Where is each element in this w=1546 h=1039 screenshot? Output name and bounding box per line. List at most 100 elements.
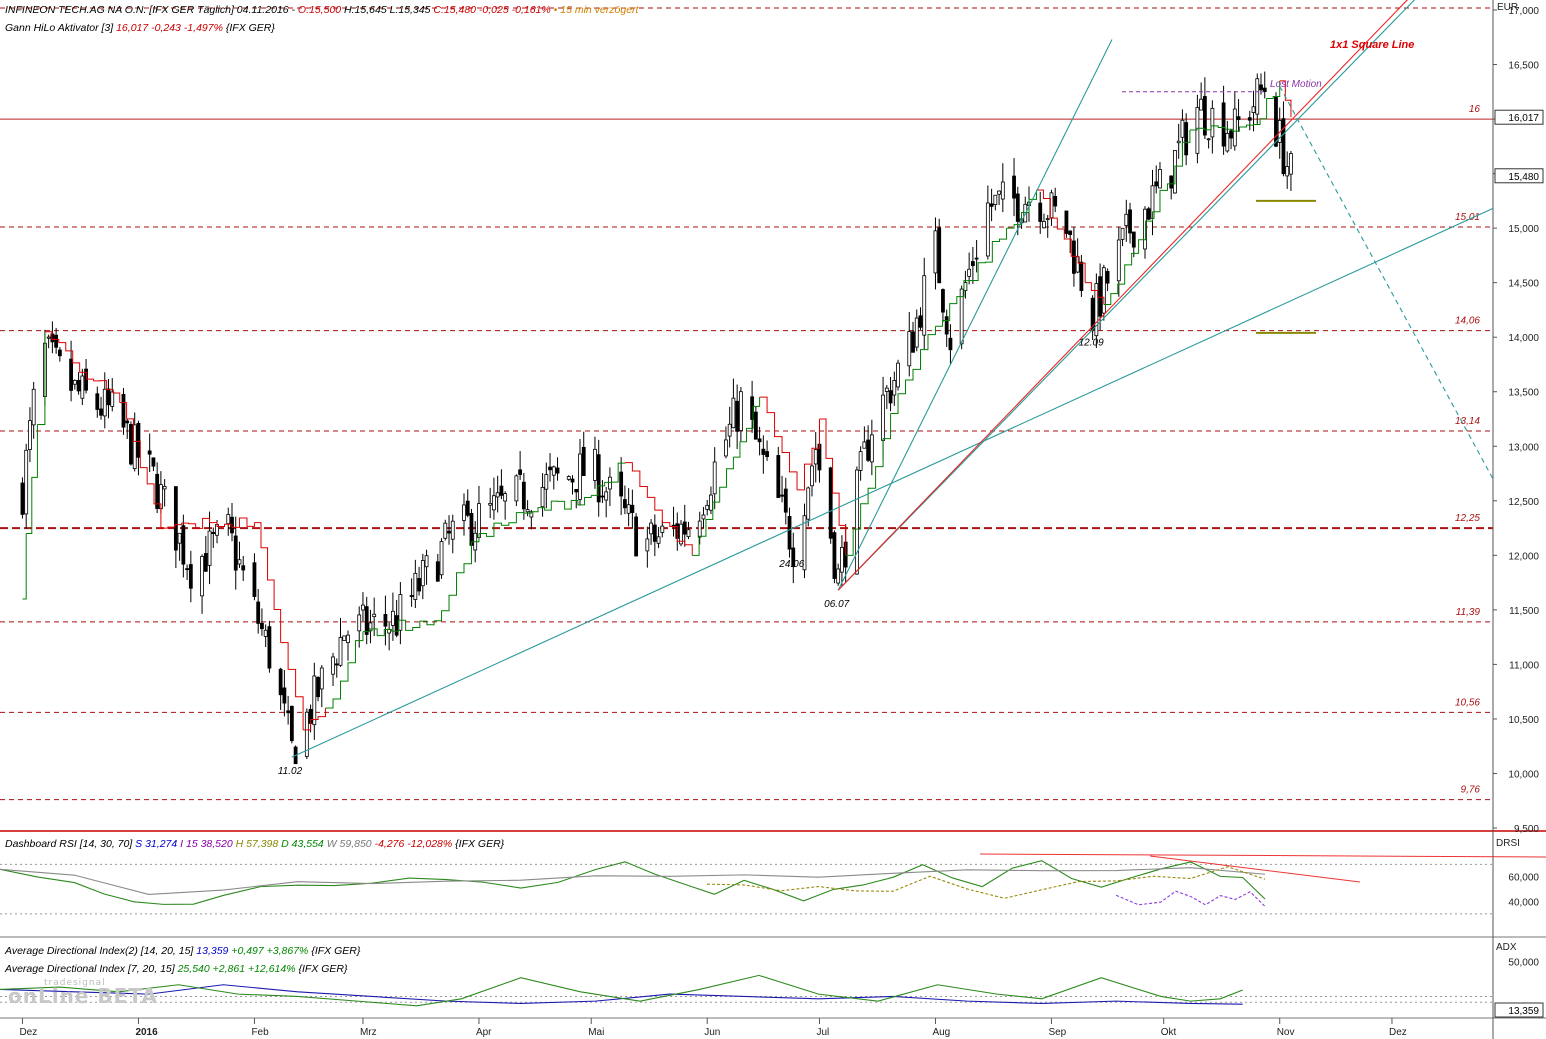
trendline-teal-dashed xyxy=(1279,86,1494,480)
gann-bull-line xyxy=(935,228,1008,327)
candle-down xyxy=(619,471,624,497)
trendline-teal xyxy=(291,207,1494,758)
gann-value: 16,017 -0,243 -1,497% xyxy=(116,22,223,34)
x-tick-label: Dez xyxy=(1389,1027,1407,1038)
square-line-label: 1x1 Square Line xyxy=(1330,39,1414,51)
y-axes: 9,500 10,000 10,500 11,000 11,500 12,000 12,50… xyxy=(1492,0,1544,1039)
candle-down xyxy=(1221,102,1226,147)
candle-up xyxy=(604,491,609,501)
adx-panel[interactable] xyxy=(0,974,1546,1019)
lost-motion-label: Lost Motion xyxy=(1270,79,1322,90)
candle-up xyxy=(207,530,212,566)
candle-down xyxy=(84,368,88,391)
candle-up xyxy=(907,331,912,367)
candle-down xyxy=(937,227,942,284)
candle-up xyxy=(660,525,665,533)
candle-down xyxy=(469,513,474,546)
x-tick-label: Okt xyxy=(1161,1027,1177,1038)
rsi-change: -4,276 -12,028% xyxy=(374,838,453,850)
gann-bull-line xyxy=(478,511,532,537)
candle-down xyxy=(1262,87,1267,92)
candle-down xyxy=(69,358,73,391)
rsi-axis-title: DRSI xyxy=(1496,838,1520,849)
candle-up xyxy=(731,397,736,429)
adx-series xyxy=(0,984,1243,1005)
candle-down xyxy=(435,561,440,582)
candle-up xyxy=(492,495,496,511)
candle-up xyxy=(390,610,395,626)
candle-up xyxy=(697,520,702,538)
candle-down xyxy=(95,393,100,410)
candle-up xyxy=(1232,108,1237,147)
candle-up xyxy=(200,556,204,597)
candle-down xyxy=(1015,193,1020,222)
rsi-panel[interactable] xyxy=(0,853,1546,938)
candle-up xyxy=(177,532,182,544)
x-tick-label: Sep xyxy=(1048,1027,1066,1038)
candle-down xyxy=(233,535,238,571)
price-tag-box xyxy=(1494,109,1544,125)
candle-up xyxy=(132,424,137,469)
price-tag: 16,017 xyxy=(1508,113,1539,124)
candle-up xyxy=(649,522,653,535)
candle-down xyxy=(1236,116,1241,120)
candle-down xyxy=(1131,231,1136,248)
candle-down xyxy=(129,424,133,465)
candle-up xyxy=(319,667,324,690)
delay-note: • 15 min verzögert xyxy=(553,4,639,16)
candle-down xyxy=(776,455,781,498)
trendline-teal-steep xyxy=(837,39,1113,591)
y-tick-label: 12,000 xyxy=(1508,551,1539,562)
gann-bull-line xyxy=(362,619,435,637)
candle-up xyxy=(701,514,706,520)
gann-bear-line xyxy=(254,522,282,643)
price-panel[interactable]: 16 15,01 14,06 13,14 12,25 11,39 10,56 9,76 xyxy=(0,0,1546,832)
candle-down xyxy=(765,451,769,457)
gann-bull-line xyxy=(890,326,936,415)
y-tick-label: 17,000 xyxy=(1508,6,1539,17)
candle-down xyxy=(334,663,339,666)
candle-up xyxy=(72,380,77,385)
candle-up xyxy=(1124,213,1129,226)
candle-up xyxy=(361,604,365,611)
gann-bull-line xyxy=(26,424,38,535)
candle-down xyxy=(574,488,579,493)
x-tick-label: Jul xyxy=(816,1027,829,1038)
candle-up xyxy=(1285,166,1290,177)
gann-header: Gann HiLo Aktivator [3] 16,017 -0,243 -1… xyxy=(5,22,275,34)
candle-down xyxy=(596,454,601,503)
candle-down xyxy=(99,408,103,416)
adx1-value: 13,359 xyxy=(196,945,229,957)
gann-bear-line xyxy=(209,517,255,528)
candle-up xyxy=(439,541,444,576)
candle-up xyxy=(854,469,859,575)
candle-down xyxy=(832,532,837,579)
y-tick-label: 16,500 xyxy=(1508,61,1539,72)
candle-up xyxy=(967,268,972,277)
candle-up xyxy=(1210,107,1215,138)
candle-down xyxy=(941,289,945,313)
candle-down xyxy=(289,705,294,742)
candle-up xyxy=(578,453,582,500)
price-plot-area xyxy=(0,0,1493,830)
candle-down xyxy=(1229,130,1233,139)
candle-up xyxy=(162,486,167,490)
candle-up xyxy=(544,474,549,490)
y-tick-label: 14,000 xyxy=(1508,333,1539,344)
adx2-value: 25,540 xyxy=(177,963,210,975)
adx1-label: Average Directional Index(2) [14, 20, 15… xyxy=(5,945,194,957)
rsi-d: D 43,554 xyxy=(281,838,324,850)
candle-up xyxy=(312,675,317,726)
y-tick-label: 15,000 xyxy=(1508,224,1539,235)
candle-down xyxy=(970,261,975,267)
square-line xyxy=(837,0,1408,591)
candle-down xyxy=(316,676,320,698)
rsi-series-s xyxy=(0,860,1266,905)
gann-tail: {IFX GER} xyxy=(225,22,275,34)
candle-down xyxy=(630,504,635,513)
low-value: L:15,345 xyxy=(389,4,431,16)
candle-down xyxy=(783,488,788,513)
candle-down xyxy=(757,438,762,443)
candle-up xyxy=(495,492,500,498)
candle-down xyxy=(260,622,264,630)
